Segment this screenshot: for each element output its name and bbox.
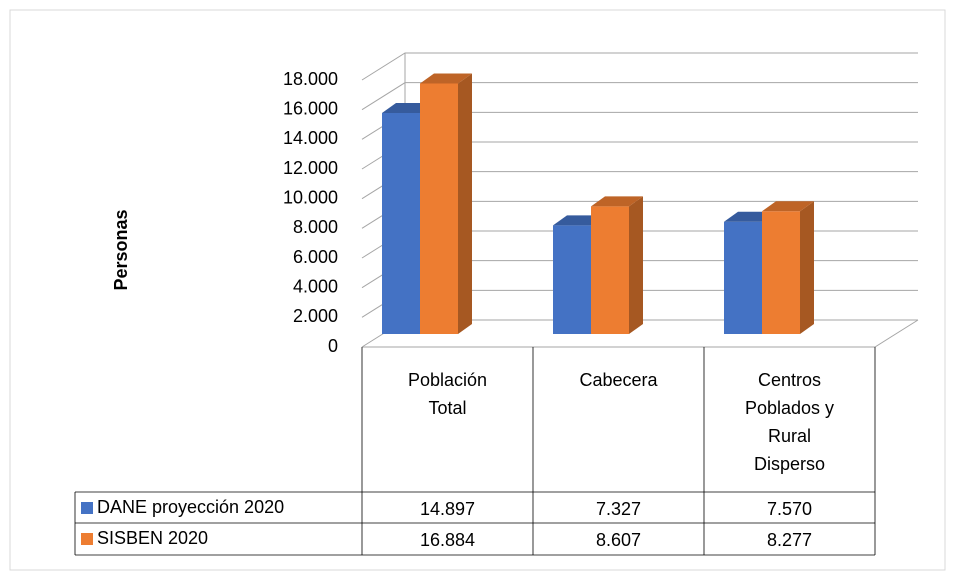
y-tick-label: 16.000: [283, 98, 338, 118]
bar-front: [762, 211, 800, 334]
y-tick-label: 2.000: [293, 306, 338, 326]
bar: [762, 201, 814, 334]
table-value: 7.327: [595, 499, 642, 519]
bar-side: [800, 201, 814, 334]
bar-front: [382, 113, 420, 334]
bar-front: [420, 83, 458, 334]
table-value: 16.884: [419, 530, 476, 550]
bar: [420, 73, 472, 334]
legend-swatch: [81, 533, 93, 545]
y-tick-label: 0: [328, 336, 338, 356]
legend-swatch: [81, 502, 93, 514]
legend-label: DANE proyección 2020: [97, 497, 285, 517]
y-axis-title: Personas: [111, 209, 131, 290]
bar-front: [591, 206, 629, 334]
bar-top: [591, 196, 643, 207]
category-label: Cabecera: [579, 370, 658, 390]
y-tick-label: 8.000: [293, 217, 338, 237]
bar-top: [420, 73, 472, 84]
bar-side: [629, 196, 643, 334]
y-tick-label: 14.000: [283, 128, 338, 148]
table-value: 14.897: [419, 499, 476, 519]
bar-side: [458, 73, 472, 334]
table-value: 8.607: [595, 530, 642, 550]
y-tick-label: 18.000: [283, 69, 338, 89]
y-tick-label: 6.000: [293, 247, 338, 267]
bar-front: [553, 225, 591, 334]
bar-front: [724, 221, 762, 334]
y-tick-label: 4.000: [293, 276, 338, 296]
legend-label: SISBEN 2020: [97, 528, 209, 548]
chart-border: [9, 9, 946, 571]
bar-top: [762, 201, 814, 212]
y-tick-label: 12.000: [283, 158, 338, 178]
y-tick-label: 10.000: [283, 187, 338, 207]
category-label: Población Total: [407, 370, 488, 418]
table-value: 8.277: [766, 530, 813, 550]
bar: [591, 196, 643, 334]
category-label: Centros Poblados y Rural Disperso: [744, 370, 835, 474]
table-value: 7.570: [766, 499, 813, 519]
